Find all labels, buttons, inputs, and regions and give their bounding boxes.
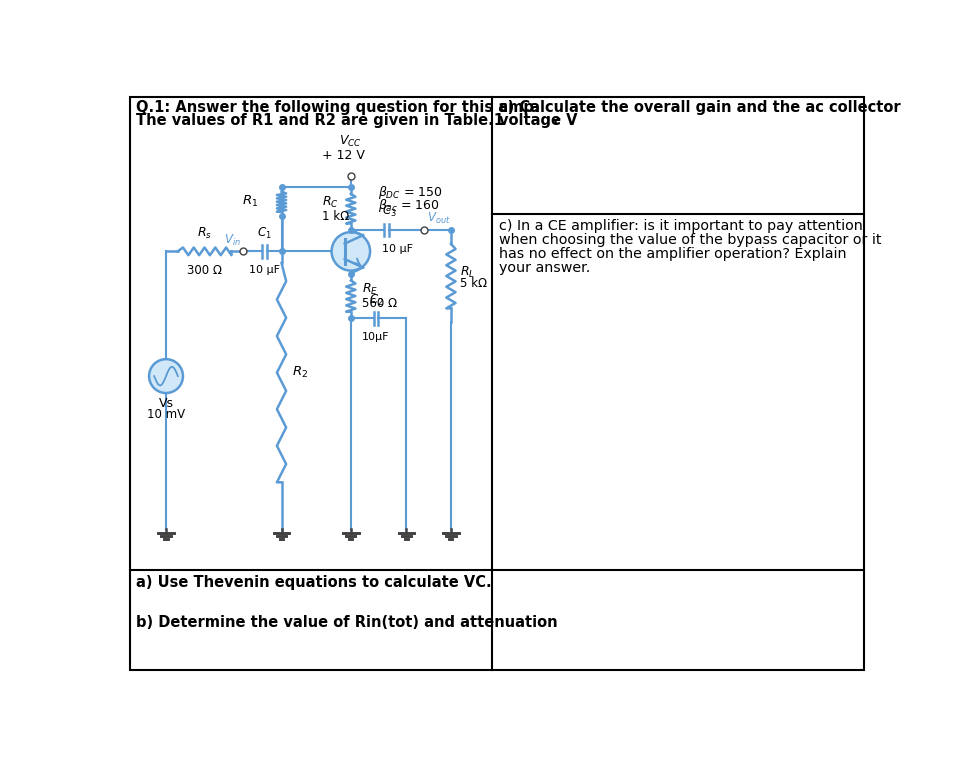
- Text: 10μF: 10μF: [361, 332, 390, 342]
- Text: voltage V: voltage V: [499, 112, 578, 128]
- Text: $R_2$: $R_2$: [292, 365, 308, 380]
- Text: $V_{CC}$: $V_{CC}$: [339, 134, 361, 149]
- Text: $\beta_{DC}$ = 150: $\beta_{DC}$ = 150: [377, 184, 442, 201]
- Text: 10 μF: 10 μF: [248, 265, 279, 275]
- Text: $C_2$: $C_2$: [368, 293, 383, 308]
- Text: $R_E$: $R_E$: [361, 282, 377, 297]
- Text: your answer.: your answer.: [499, 261, 590, 274]
- Circle shape: [149, 359, 183, 393]
- Text: 560 Ω: 560 Ω: [361, 297, 396, 310]
- Circle shape: [331, 232, 370, 271]
- Text: 10 μF: 10 μF: [382, 244, 413, 254]
- Text: $C_3$: $C_3$: [382, 204, 396, 219]
- Text: c) Calculate the overall gain and the ac collector: c) Calculate the overall gain and the ac…: [499, 100, 900, 116]
- Text: 1 kΩ: 1 kΩ: [322, 210, 349, 223]
- Text: b) Determine the value of Rin(tot) and attenuation: b) Determine the value of Rin(tot) and a…: [136, 615, 557, 630]
- Text: $V_{out}$: $V_{out}$: [426, 211, 451, 226]
- Text: + 12 V: + 12 V: [322, 149, 364, 162]
- Text: The values of R1 and R2 are given in Table.1: The values of R1 and R2 are given in Tab…: [136, 112, 504, 128]
- Text: has no effect on the amplifier operation? Explain: has no effect on the amplifier operation…: [499, 247, 846, 261]
- Text: 10 mV: 10 mV: [147, 407, 185, 421]
- Text: c: c: [552, 116, 559, 126]
- Text: $R_L$: $R_L$: [459, 264, 475, 280]
- Text: $R_C$: $R_C$: [322, 195, 338, 210]
- Text: c) In a CE amplifier: is it important to pay attention: c) In a CE amplifier: is it important to…: [499, 219, 862, 233]
- Text: $R_1$: $R_1$: [242, 194, 258, 209]
- Text: a) Use Thevenin equations to calculate VC.: a) Use Thevenin equations to calculate V…: [136, 575, 491, 590]
- Text: 300 Ω: 300 Ω: [187, 264, 222, 277]
- Text: $\beta_{ac}$ = 160: $\beta_{ac}$ = 160: [377, 198, 439, 214]
- Text: $R_s$: $R_s$: [197, 226, 212, 242]
- Text: $V_{in}$: $V_{in}$: [224, 233, 240, 248]
- Text: Q.1: Answer the following question for this amp.: Q.1: Answer the following question for t…: [136, 100, 539, 116]
- Text: Vs: Vs: [158, 397, 173, 410]
- Text: 5 kΩ: 5 kΩ: [459, 277, 486, 290]
- Text: when choosing the value of the bypass capacitor or it: when choosing the value of the bypass ca…: [499, 233, 881, 247]
- Text: $C_1$: $C_1$: [257, 226, 271, 241]
